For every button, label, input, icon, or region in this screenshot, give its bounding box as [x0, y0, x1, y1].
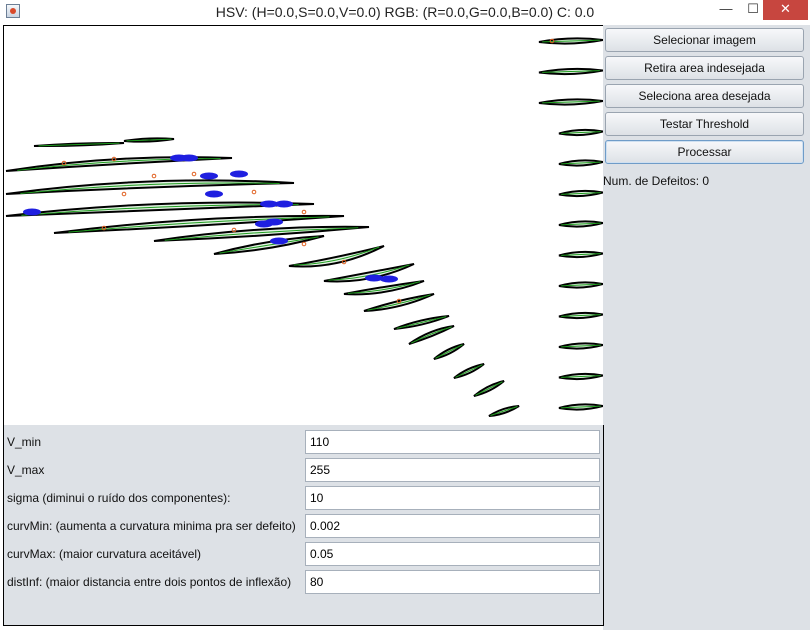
ridge-skeleton — [126, 138, 172, 142]
vmin-label: V_min — [7, 435, 42, 449]
curvmin-label: curvMin: (aumenta a curvatura minima pra… — [7, 519, 296, 533]
defect-marker — [200, 172, 218, 180]
form-row-curvmin: curvMin: (aumenta a curvatura minima pra… — [4, 514, 603, 538]
parameters-form: V_min V_max sigma (diminui o ruído dos c… — [3, 425, 604, 626]
ridge-skeleton — [68, 216, 330, 233]
ridge-skeleton — [455, 364, 483, 378]
process-button[interactable]: Processar — [605, 140, 804, 164]
ridge-skeleton — [475, 381, 503, 396]
defect-marker — [380, 275, 398, 283]
inflection-point — [121, 191, 127, 197]
defect-marker — [260, 200, 278, 208]
ridge-skeleton — [411, 326, 452, 344]
ridge-skeleton — [396, 316, 447, 329]
form-row-sigma: sigma (diminui o ruído dos componentes): — [4, 486, 603, 510]
distinf-label: distInf: (maior distancia entre dois pon… — [7, 575, 292, 589]
ridge-skeleton — [561, 161, 601, 165]
inflection-point — [301, 209, 307, 215]
ridge-contour — [5, 179, 295, 195]
ridge-skeleton — [561, 314, 601, 317]
inflection-point — [396, 298, 402, 304]
close-icon[interactable]: ✕ — [763, 0, 808, 20]
defect-count: Num. de Defeitos: 0 — [603, 174, 710, 188]
inflection-point — [191, 171, 197, 177]
ridge-skeleton — [293, 246, 380, 266]
ridge-contour — [5, 201, 315, 217]
ridge-skeleton — [561, 344, 601, 348]
ridge-skeleton — [542, 100, 600, 104]
processed-image — [5, 37, 603, 417]
defect-marker — [205, 190, 223, 198]
vmax-input[interactable] — [305, 458, 600, 482]
ridge-skeleton — [542, 70, 600, 73]
form-row-distinf: distInf: (maior distancia entre dois pon… — [4, 570, 603, 594]
defect-marker — [365, 274, 383, 282]
inflection-point — [251, 189, 257, 195]
inflection-point — [549, 38, 555, 44]
java-app-icon — [6, 4, 20, 18]
ridge-skeleton — [219, 236, 319, 254]
inflection-point — [341, 259, 347, 265]
ridge-skeleton — [561, 192, 601, 195]
select-image-button[interactable]: Selecionar imagem — [605, 28, 804, 52]
form-row-vmax: V_max — [4, 458, 603, 482]
ridge-contour — [408, 325, 455, 345]
title-bar: HSV: (H=0.0,S=0.0,V=0.0) RGB: (R=0.0,G=0… — [0, 0, 810, 24]
ridge-skeleton — [561, 405, 601, 409]
minimize-icon[interactable]: — — [719, 1, 733, 16]
defect-marker — [275, 200, 293, 208]
distinf-input[interactable] — [305, 570, 600, 594]
sigma-label: sigma (diminui o ruído dos componentes): — [7, 491, 231, 505]
ridge-contour — [323, 263, 415, 283]
defect-marker — [180, 154, 198, 162]
ridge-skeleton — [38, 142, 120, 147]
image-canvas[interactable] — [3, 25, 604, 426]
inflection-point — [61, 160, 67, 166]
ridge-skeleton — [542, 39, 600, 43]
ridge-contour — [153, 225, 370, 242]
inflection-point — [301, 241, 307, 247]
sigma-input[interactable] — [305, 486, 600, 510]
ridge-skeleton — [561, 131, 601, 134]
ridge-skeleton — [490, 406, 518, 416]
form-row-curvmax: curvMax: (maior curvatura aceitável) — [4, 542, 603, 566]
ridge-contour — [288, 245, 385, 268]
inflection-point — [101, 225, 107, 231]
ridge-skeleton — [561, 283, 601, 287]
control-panel: Selecionar imagem Retira area indesejada… — [603, 25, 810, 630]
defect-marker — [265, 218, 283, 226]
ridge-skeleton — [435, 344, 463, 359]
curvmin-input[interactable] — [305, 514, 600, 538]
window-title: HSV: (H=0.0,S=0.0,V=0.0) RGB: (R=0.0,G=0… — [215, 4, 595, 20]
vmax-label: V_max — [7, 463, 45, 477]
ridge-skeleton — [164, 227, 359, 241]
test-threshold-button[interactable]: Testar Threshold — [605, 112, 804, 136]
ridge-skeleton — [561, 375, 601, 378]
remove-area-button[interactable]: Retira area indesejada — [605, 56, 804, 80]
maximize-icon[interactable]: ☐ — [747, 1, 759, 16]
ridge-skeleton — [20, 182, 280, 194]
defect-marker — [23, 208, 41, 216]
inflection-point — [151, 173, 157, 179]
curvmax-label: curvMax: (maior curvatura aceitável) — [7, 547, 202, 561]
ridge-skeleton — [561, 222, 601, 226]
vmin-input[interactable] — [305, 430, 600, 454]
inflection-point — [231, 227, 237, 233]
defect-marker — [270, 237, 288, 245]
select-area-button[interactable]: Seleciona area desejada — [605, 84, 804, 108]
ridge-skeleton — [561, 253, 601, 256]
ridge-skeleton — [347, 281, 421, 294]
defect-marker — [230, 170, 248, 178]
ridge-skeleton — [367, 294, 431, 311]
ridge-contour — [343, 280, 425, 296]
form-row-vmin: V_min — [4, 430, 603, 454]
curvmax-input[interactable] — [305, 542, 600, 566]
inflection-point — [111, 156, 117, 162]
